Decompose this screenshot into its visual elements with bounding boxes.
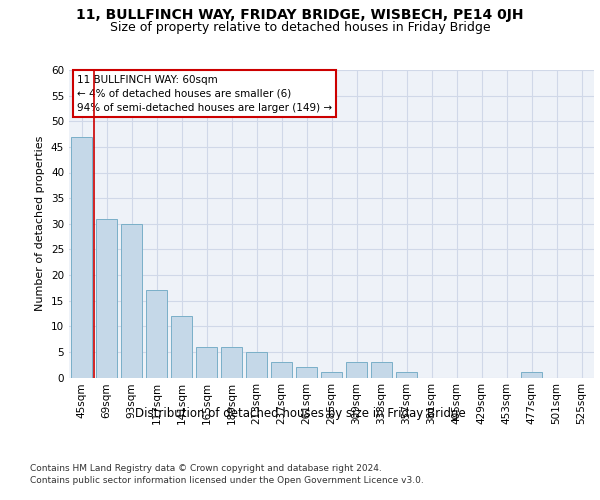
Text: Distribution of detached houses by size in Friday Bridge: Distribution of detached houses by size … xyxy=(134,408,466,420)
Bar xyxy=(296,367,317,378)
Bar xyxy=(246,352,267,378)
Bar xyxy=(196,347,217,378)
Text: Contains HM Land Registry data © Crown copyright and database right 2024.: Contains HM Land Registry data © Crown c… xyxy=(30,464,382,473)
Bar xyxy=(221,347,242,378)
Y-axis label: Number of detached properties: Number of detached properties xyxy=(35,136,46,312)
Text: Size of property relative to detached houses in Friday Bridge: Size of property relative to detached ho… xyxy=(110,21,490,34)
Bar xyxy=(371,362,392,378)
Bar xyxy=(96,218,117,378)
Bar xyxy=(521,372,542,378)
Bar xyxy=(321,372,342,378)
Bar xyxy=(346,362,367,378)
Bar xyxy=(271,362,292,378)
Text: Contains public sector information licensed under the Open Government Licence v3: Contains public sector information licen… xyxy=(30,476,424,485)
Bar xyxy=(71,136,92,378)
Bar xyxy=(121,224,142,378)
Bar xyxy=(396,372,417,378)
Bar xyxy=(146,290,167,378)
Bar xyxy=(171,316,192,378)
Text: 11 BULLFINCH WAY: 60sqm
← 4% of detached houses are smaller (6)
94% of semi-deta: 11 BULLFINCH WAY: 60sqm ← 4% of detached… xyxy=(77,74,332,112)
Text: 11, BULLFINCH WAY, FRIDAY BRIDGE, WISBECH, PE14 0JH: 11, BULLFINCH WAY, FRIDAY BRIDGE, WISBEC… xyxy=(76,8,524,22)
